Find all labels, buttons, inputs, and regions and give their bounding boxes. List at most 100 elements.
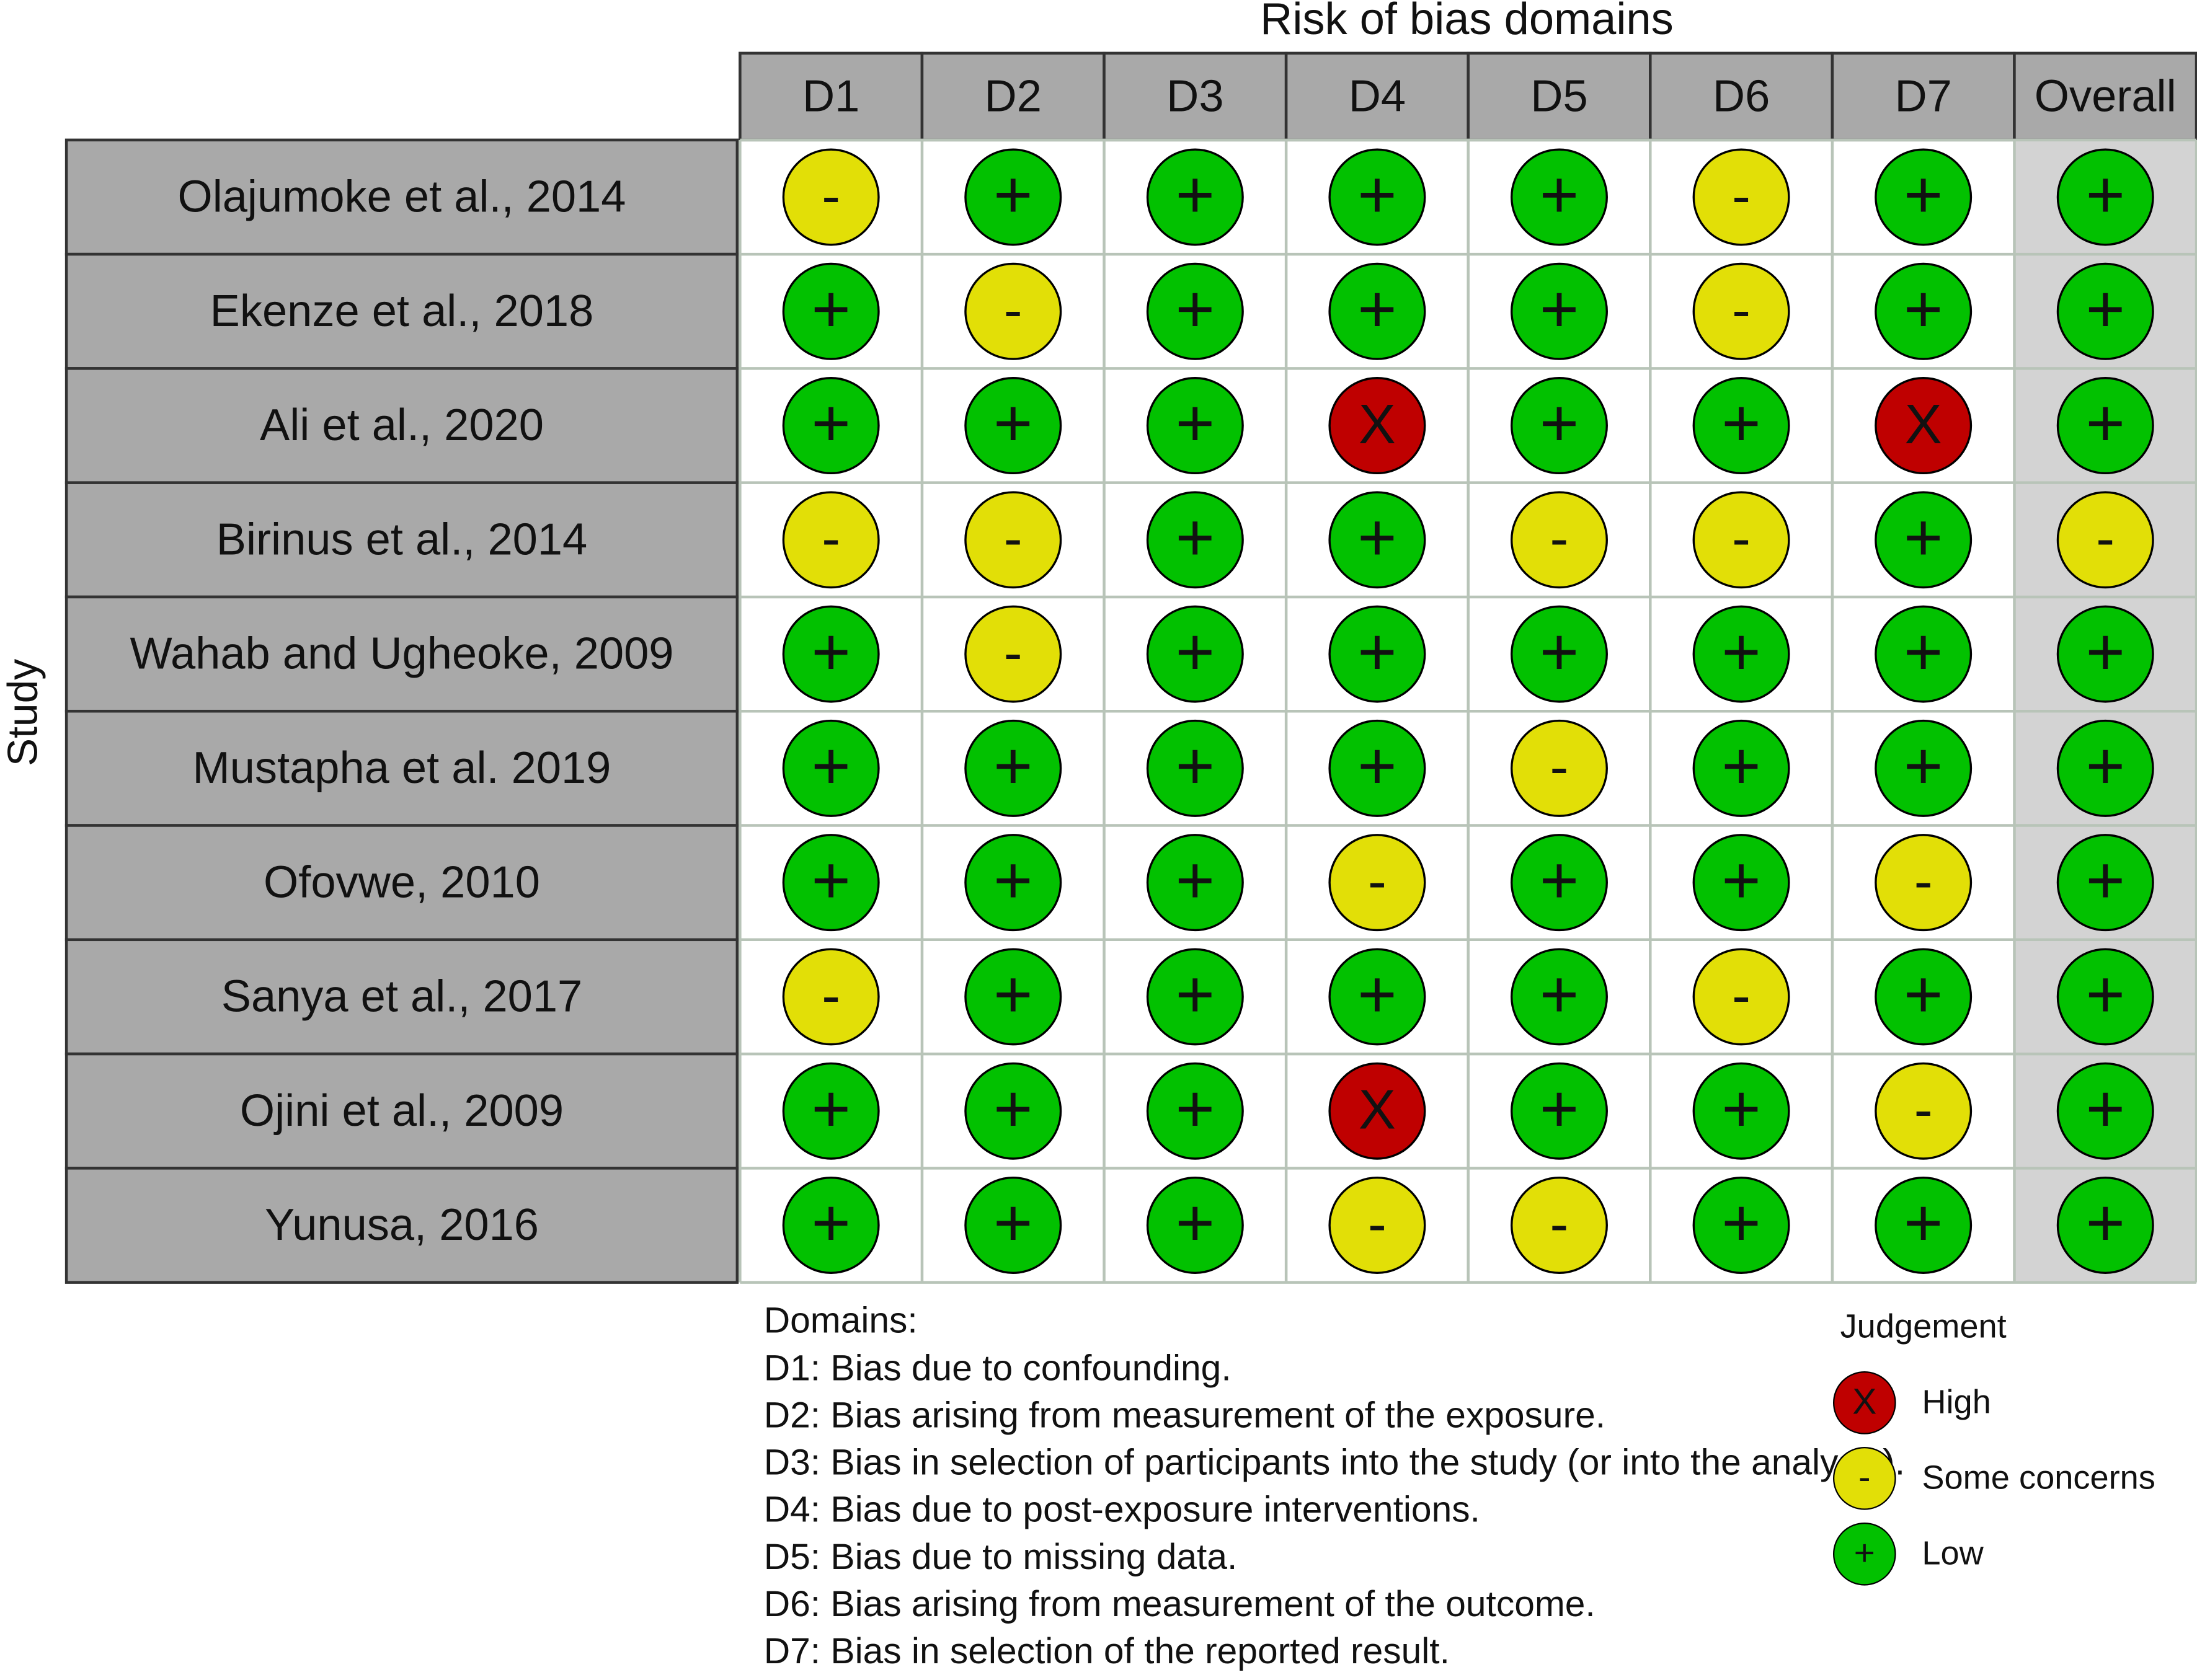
judgement-symbol: + [1904,957,1943,1032]
judgement-circle [1511,719,1608,817]
judgement-circle [1511,377,1608,475]
judgement-symbol: + [2086,1071,2125,1146]
judgement-symbol: + [1357,500,1396,575]
legend-circle [1832,1446,1896,1510]
legend-label: Low [1922,1534,1984,1572]
judgement-symbol: - [1368,1193,1387,1255]
judgement-circle [1875,491,1973,589]
judgement-circle [1511,834,1608,932]
judgement-circle [782,834,880,932]
judgement-circle [1875,262,1973,360]
judgement-circle [1875,377,1973,475]
judgement-circle [782,605,880,703]
column-header: D3 [1166,71,1223,121]
judgement-circle [1875,719,1973,817]
study-label: Ojini et al., 2009 [240,1086,564,1136]
judgement-symbol: X [1359,1079,1396,1141]
study-label: Mustapha et al. 2019 [193,743,611,793]
judgement-circle [964,377,1062,475]
judgement-symbol: + [1176,386,1215,461]
judgement-circle [1692,719,1790,817]
judgement-symbol: + [1721,1071,1760,1146]
judgement-circle [2056,148,2154,246]
judgement-circle [1511,1062,1608,1160]
column-header: D7 [1894,71,1951,121]
column-header-cell [739,51,924,142]
judgement-symbol: - [1004,507,1023,570]
legend-circle [1832,1371,1896,1435]
judgement-symbol: + [1176,500,1215,575]
judgement-circle [782,377,880,475]
judgement-symbol: + [1540,614,1579,689]
judgement-symbol: + [2086,728,2125,803]
judgement-symbol: - [1004,621,1023,684]
judgement-symbol: + [812,842,851,917]
study-cell [64,367,739,484]
judgement-symbol: - [1368,850,1387,913]
judgement-symbol: + [1176,842,1215,917]
column-header: D1 [802,71,859,121]
judgement-circle [782,491,880,589]
judgement-symbol: + [993,1071,1032,1146]
judgement-circle [1328,834,1426,932]
judgement-circle [1692,834,1790,932]
domain-line: D4: Bias due to post-exposure interventi… [764,1490,1480,1530]
study-cell [64,252,739,370]
column-header-cell [2013,51,2197,142]
judgement-circle [964,605,1062,703]
judgement-circle [2056,719,2154,817]
judgement-symbol: - [1550,1193,1568,1255]
judgement-circle [1692,377,1790,475]
judgement-circle [964,948,1062,1046]
judgement-circle [964,1062,1062,1160]
judgement-symbol: + [812,386,851,461]
judgement-symbol: + [2086,1185,2125,1260]
judgement-circle [2056,1062,2154,1160]
judgement-circle [2056,605,2154,703]
judgement-circle [1692,262,1790,360]
judgement-circle [1328,1062,1426,1160]
judgement-symbol: + [1357,614,1396,689]
judgement-circle [1146,1062,1244,1160]
judgement-symbol: + [1904,157,1943,232]
study-label: Yunusa, 2016 [265,1200,539,1250]
judgement-symbol: + [1721,1185,1760,1260]
judgement-circle [1875,1062,1973,1160]
judgement-symbol: + [1540,271,1579,346]
study-cell [64,824,739,942]
study-cell [64,1052,739,1170]
judgement-symbol: + [812,271,851,346]
study-cell [64,1167,739,1284]
judgement-symbol: + [1540,1071,1579,1146]
judgement-symbol: + [1176,957,1215,1032]
judgement-circle [1146,1177,1244,1274]
judgement-symbol: + [1176,1185,1215,1260]
column-header: Overall [2035,71,2177,121]
domains-heading: Domains: [764,1301,918,1341]
judgement-circle [1146,719,1244,817]
legend-symbol: + [1854,1533,1875,1573]
y-label: Study [0,659,47,766]
judgement-circle [782,719,880,817]
judgement-circle [964,1177,1062,1274]
column-header-cell [920,51,1106,142]
domain-line: D5: Bias due to missing data. [764,1537,1238,1577]
judgement-circle [2056,834,2154,932]
column-header-cell [1649,51,1834,142]
column-header: D6 [1713,71,1770,121]
judgement-symbol: + [1540,157,1579,232]
judgement-symbol: + [812,1185,851,1260]
judgement-symbol: - [822,164,840,227]
judgement-circle [1146,377,1244,475]
judgement-symbol: - [1550,507,1568,570]
legend-symbol: X [1852,1382,1876,1422]
legend-circle [1832,1522,1896,1586]
judgement-circle [1328,605,1426,703]
judgement-circle [1511,1177,1608,1274]
judgement-circle [1328,1177,1426,1274]
judgement-circle [1692,948,1790,1046]
domain-line: D2: Bias arising from measurement of the… [764,1395,1605,1436]
domain-line: D7: Bias in selection of the reported re… [764,1631,1450,1671]
judgement-symbol: + [1176,614,1215,689]
